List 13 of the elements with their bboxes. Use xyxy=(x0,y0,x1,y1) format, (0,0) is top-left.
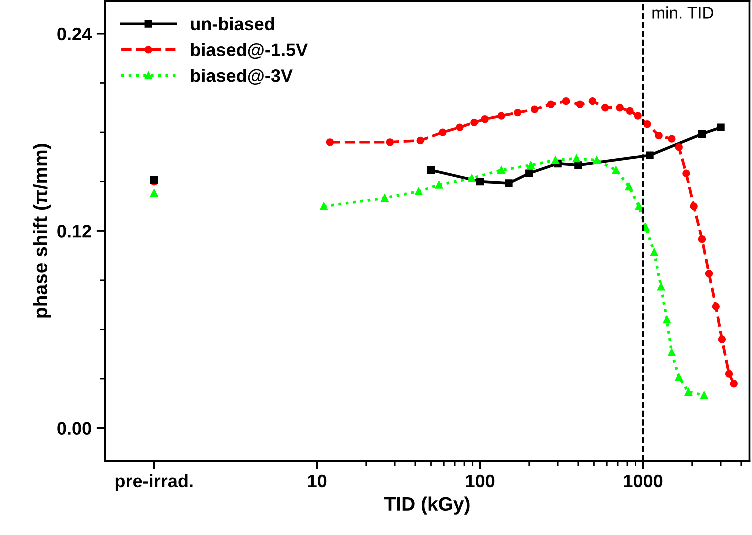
legend-label: un-biased xyxy=(191,17,274,31)
x-tick-label: 1000 xyxy=(624,474,663,488)
legend-label: biased@-3V xyxy=(191,69,293,85)
x-axis-title: TID (kGy) xyxy=(384,496,470,515)
ref-line-label: min. TID xyxy=(652,6,714,19)
y-tick-label: 0.00 xyxy=(58,422,92,436)
legend-label: biased@-1.5V xyxy=(191,43,308,60)
y-tick-label: 0.12 xyxy=(58,225,92,238)
y-tick-label: 0.24 xyxy=(58,28,92,41)
y-axis-title: phase shift (π/mm) xyxy=(33,144,52,318)
x-tick-label: 10 xyxy=(308,474,327,488)
x-tick-label: 100 xyxy=(466,474,495,488)
x-tick-label: pre-irrad. xyxy=(116,474,193,492)
